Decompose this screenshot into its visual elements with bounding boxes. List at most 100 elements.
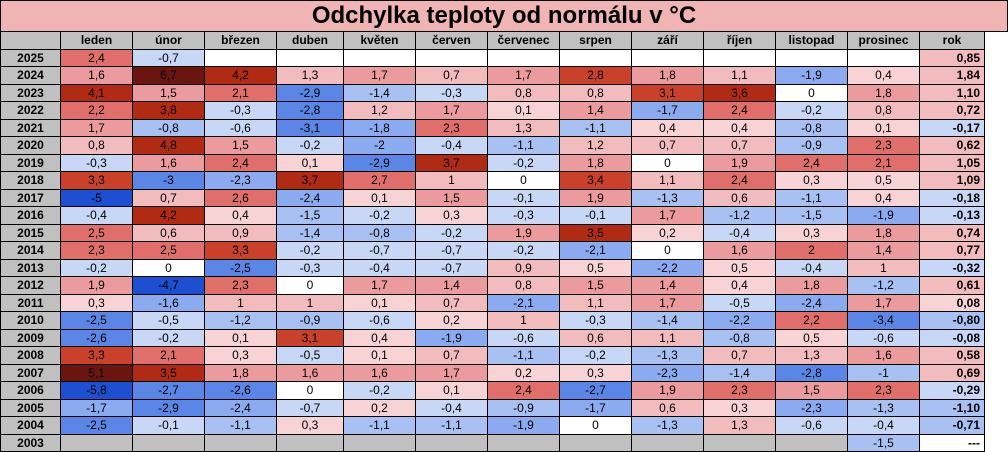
table-row: 2015 2,5 0,6 0,9 -1,4 -0,8 -0,2 1,9 3,5 0,2 -0,4 0,…: [0, 223, 985, 242]
value-cell: -1,2: [204, 311, 277, 330]
value-cell: -2: [343, 136, 416, 155]
value-cell: -0,3: [60, 153, 133, 172]
value-cell: -0,7: [415, 258, 488, 277]
value-cell: -2,5: [60, 311, 133, 330]
value-cell: 1,1: [559, 293, 632, 312]
value-cell: -1,8: [343, 118, 416, 137]
value-cell: 3,1: [631, 83, 704, 102]
value-cell: 0,4: [703, 118, 776, 137]
value-cell: -0,6: [847, 328, 920, 347]
value-cell: 3,4: [559, 171, 632, 190]
value-cell: -1,4: [703, 363, 776, 382]
value-cell: -0,7: [343, 241, 416, 260]
value-cell: 0,7: [415, 346, 488, 365]
value-cell: -0,8: [132, 118, 205, 137]
value-cell: 1,4: [559, 101, 632, 120]
column-header-month-8: srpen: [559, 31, 632, 50]
value-cell: -0,2: [276, 241, 344, 260]
value-cell: 3,6: [703, 83, 776, 102]
value-cell: 4,8: [132, 136, 205, 155]
value-cell: -0,8: [343, 223, 416, 242]
value-cell: -0,6: [775, 416, 848, 435]
value-cell: 1,7: [847, 293, 920, 312]
value-cell: 0,3: [775, 171, 848, 190]
value-cell: -1,9: [847, 206, 920, 225]
corner-cell: [0, 31, 61, 50]
value-cell: 2,2: [60, 101, 133, 120]
year-average-cell: -0,18: [919, 188, 985, 207]
value-cell: 0,3: [204, 346, 277, 365]
column-header-month-3: březen: [204, 31, 277, 50]
value-cell: -2,9: [343, 153, 416, 172]
value-cell: -1,2: [847, 276, 920, 295]
value-cell: -0,7: [276, 398, 344, 417]
table-row: 2024 1,6 6,7 4,2 1,3 1,7 0,7 1,7 2,8 1,8 1,1 -1,9 0,…: [0, 66, 985, 85]
value-cell: 0,1: [487, 101, 560, 120]
table-row: 2012 1,9 -4,7 2,3 0 1,7 1,4 0,8 1,5 1,4 0,4 1,8 -1,2…: [0, 276, 985, 295]
value-cell: -2,6: [60, 328, 133, 347]
value-cell: 1: [487, 311, 560, 330]
value-cell: 0,4: [204, 206, 277, 225]
value-cell: -2,7: [559, 381, 632, 400]
value-cell: 1,2: [559, 136, 632, 155]
table-row: 2013 -0,2 0 -2,5 -0,3 -0,4 -0,7 0,9 0,5 -2,2 0,5 -0…: [0, 258, 985, 277]
value-cell: -2,9: [132, 398, 205, 417]
value-cell: 1,7: [631, 293, 704, 312]
value-cell: 0,7: [415, 66, 488, 85]
value-cell: 5,1: [60, 363, 133, 382]
value-cell: -1,3: [631, 188, 704, 207]
value-cell: -1,9: [775, 66, 848, 85]
value-cell: 0,5: [847, 171, 920, 190]
value-cell: -0,2: [343, 381, 416, 400]
value-cell: -0,2: [343, 206, 416, 225]
table-row: 2022 2,2 3,8 -0,3 -2,8 1,2 1,7 0,1 1,4 -1,7 2,4 -0,…: [0, 101, 985, 120]
value-cell: -0,9: [487, 398, 560, 417]
value-cell: 0: [276, 276, 344, 295]
header-row: leden únor březen duben květen červen červenec…: [0, 31, 985, 50]
value-cell: -1,4: [631, 311, 704, 330]
value-cell: 0,9: [487, 258, 560, 277]
value-cell: 0,1: [847, 118, 920, 137]
value-cell: -2,7: [132, 381, 205, 400]
value-cell: 0: [487, 171, 560, 190]
year-average-cell: -0,08: [919, 328, 985, 347]
value-cell: 0,5: [703, 258, 776, 277]
value-cell: -1,7: [559, 398, 632, 417]
table-row: 2011 0,3 -1,6 1 1 0,1 0,7 -2,1 1,1 1,7 -0,5 -2,4 1,7…: [0, 293, 985, 312]
value-cell: 0,7: [132, 188, 205, 207]
year-average-cell: -0,13: [919, 206, 985, 225]
value-cell: [343, 48, 416, 67]
value-cell: 2,4: [775, 153, 848, 172]
value-cell: -4,7: [132, 276, 205, 295]
value-cell: 0,6: [132, 223, 205, 242]
year-average-cell: 0,08: [919, 293, 985, 312]
value-cell: 1,7: [343, 276, 416, 295]
year-cell: 2004: [0, 416, 61, 435]
value-cell: 2,4: [703, 171, 776, 190]
value-cell: 0,7: [631, 136, 704, 155]
year-average-cell: 1,05: [919, 153, 985, 172]
value-cell: -5,8: [60, 381, 133, 400]
value-cell: 0,2: [631, 223, 704, 242]
value-cell: -2,5: [60, 416, 133, 435]
value-cell: 0,2: [415, 311, 488, 330]
value-cell: -2,6: [204, 381, 277, 400]
value-cell: 2,3: [847, 381, 920, 400]
value-cell: 3,7: [276, 171, 344, 190]
year-cell: 2009: [0, 328, 61, 347]
year-cell: 2025: [0, 48, 61, 67]
value-cell: [487, 433, 560, 452]
value-cell: 0,4: [343, 328, 416, 347]
value-cell: -2,4: [204, 398, 277, 417]
value-cell: 1: [204, 293, 277, 312]
value-cell: 0,5: [559, 258, 632, 277]
value-cell: 1,3: [276, 66, 344, 85]
value-cell: -1,5: [847, 433, 920, 452]
value-cell: -1,7: [631, 101, 704, 120]
value-cell: [775, 48, 848, 67]
value-cell: 1,9: [60, 276, 133, 295]
year-cell: 2008: [0, 346, 61, 365]
value-cell: -2,8: [276, 101, 344, 120]
value-cell: -0,4: [703, 223, 776, 242]
value-cell: 3,3: [60, 346, 133, 365]
